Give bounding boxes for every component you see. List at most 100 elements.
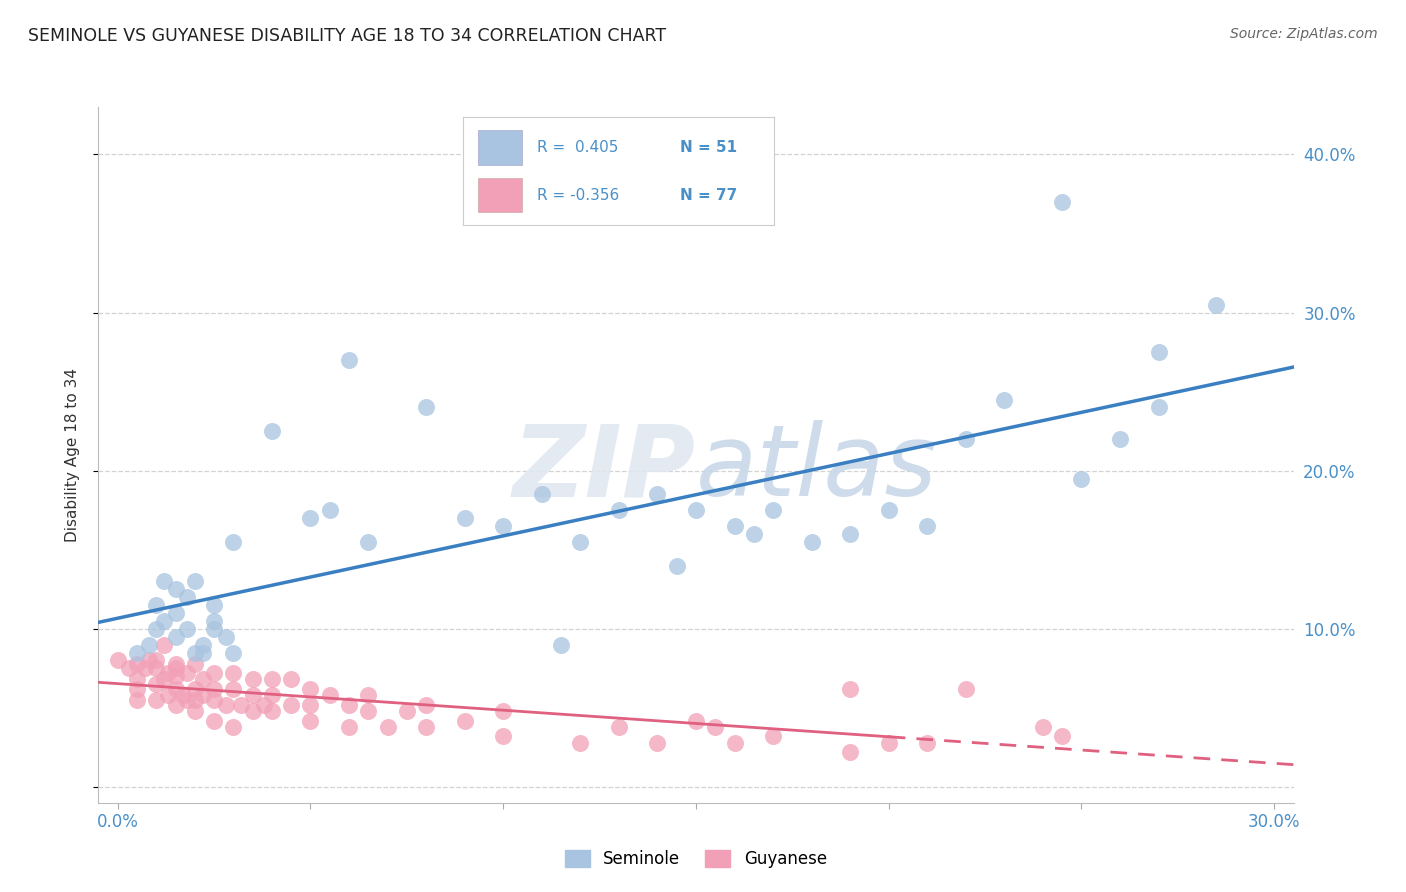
Y-axis label: Disability Age 18 to 34: Disability Age 18 to 34 — [65, 368, 80, 542]
Point — [685, 503, 707, 517]
Point — [153, 574, 176, 589]
Point — [184, 646, 207, 660]
Point — [415, 401, 437, 415]
Point — [453, 714, 475, 728]
Point — [395, 704, 418, 718]
Text: atlas: atlas — [696, 420, 938, 517]
Point — [118, 661, 141, 675]
Point — [723, 519, 745, 533]
Point — [165, 606, 187, 620]
Point — [184, 681, 207, 696]
Point — [917, 736, 939, 750]
Point — [202, 693, 225, 707]
Point — [176, 591, 198, 605]
Point — [165, 582, 187, 597]
Point — [153, 614, 176, 628]
Point — [253, 698, 276, 712]
Point — [319, 688, 342, 702]
Point — [191, 646, 214, 660]
Point — [877, 736, 900, 750]
Text: SEMINOLE VS GUYANESE DISABILITY AGE 18 TO 34 CORRELATION CHART: SEMINOLE VS GUYANESE DISABILITY AGE 18 T… — [28, 27, 666, 45]
Point — [647, 736, 669, 750]
Point — [337, 698, 360, 712]
Point — [1050, 730, 1073, 744]
Point — [357, 534, 380, 549]
Point — [145, 622, 167, 636]
Point — [357, 688, 380, 702]
Point — [165, 669, 187, 683]
Point — [176, 622, 198, 636]
Point — [647, 487, 669, 501]
Point — [138, 638, 160, 652]
Point — [762, 730, 785, 744]
Point — [202, 622, 225, 636]
Point — [138, 653, 160, 667]
Point — [145, 653, 167, 667]
Point — [453, 511, 475, 525]
Point — [145, 677, 167, 691]
Point — [550, 638, 572, 652]
Point — [299, 698, 322, 712]
Point — [242, 704, 264, 718]
Point — [955, 681, 977, 696]
Point — [202, 714, 225, 728]
Point — [607, 720, 630, 734]
Legend: Seminole, Guyanese: Seminole, Guyanese — [558, 843, 834, 874]
Point — [704, 720, 727, 734]
Point — [492, 519, 515, 533]
Point — [917, 519, 939, 533]
Point — [184, 657, 207, 671]
Point — [184, 574, 207, 589]
Point — [839, 745, 862, 759]
Point — [145, 661, 167, 675]
Point — [1050, 194, 1073, 209]
Point — [1109, 432, 1132, 446]
Point — [1147, 401, 1170, 415]
Point — [280, 673, 302, 687]
Point — [337, 720, 360, 734]
Point — [191, 638, 214, 652]
Point — [742, 527, 765, 541]
Point — [222, 666, 245, 681]
Point — [569, 534, 592, 549]
Point — [125, 673, 148, 687]
Point — [762, 503, 785, 517]
Point — [153, 638, 176, 652]
Point — [299, 511, 322, 525]
Point — [280, 698, 302, 712]
Point — [222, 720, 245, 734]
Point — [125, 693, 148, 707]
Text: ZIP: ZIP — [513, 420, 696, 517]
Point — [415, 720, 437, 734]
Point — [1070, 472, 1092, 486]
Point — [260, 424, 283, 438]
Point — [242, 688, 264, 702]
Point — [202, 666, 225, 681]
Point — [145, 693, 167, 707]
Point — [156, 688, 179, 702]
Point — [685, 714, 707, 728]
Point — [202, 614, 225, 628]
Point — [165, 630, 187, 644]
Point — [134, 661, 156, 675]
Point — [176, 666, 198, 681]
Point — [839, 527, 862, 541]
Point — [665, 558, 688, 573]
Point — [299, 681, 322, 696]
Point — [492, 704, 515, 718]
Point — [607, 503, 630, 517]
Point — [214, 698, 236, 712]
Point — [260, 688, 283, 702]
Point — [229, 698, 252, 712]
Point — [176, 693, 198, 707]
Point — [202, 681, 225, 696]
Point — [191, 688, 214, 702]
Point — [165, 661, 187, 675]
Point — [172, 688, 194, 702]
Point — [1032, 720, 1054, 734]
Point — [214, 630, 236, 644]
Point — [260, 673, 283, 687]
Point — [839, 681, 862, 696]
Point — [569, 736, 592, 750]
Point — [125, 646, 148, 660]
